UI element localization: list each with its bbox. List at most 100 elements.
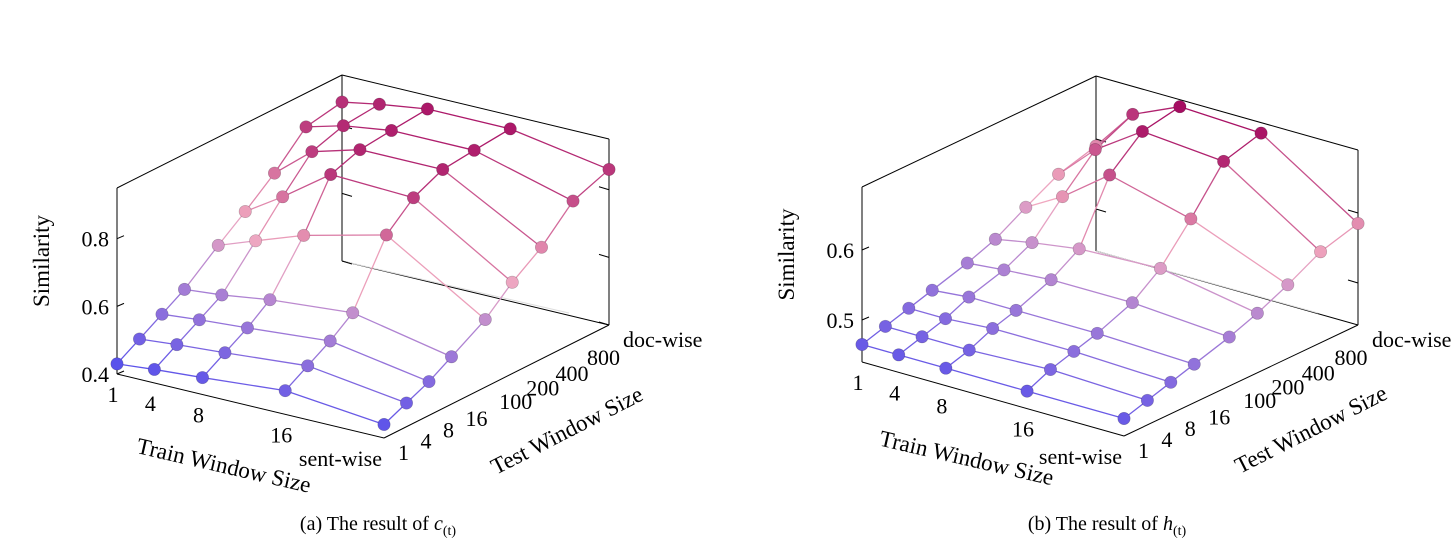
data-point bbox=[249, 235, 261, 247]
data-point bbox=[1103, 169, 1115, 181]
data-point bbox=[423, 375, 435, 387]
z-tick-label: 0.8 bbox=[82, 227, 110, 252]
data-point bbox=[336, 96, 348, 108]
data-point bbox=[1217, 155, 1229, 167]
mesh-line bbox=[353, 313, 452, 357]
test-tick-label: 1 bbox=[398, 440, 409, 465]
data-point bbox=[1126, 296, 1138, 308]
test-tick-label: 16 bbox=[1208, 405, 1230, 430]
mesh-line bbox=[386, 198, 413, 235]
mesh-line bbox=[542, 201, 574, 247]
data-point bbox=[268, 167, 280, 179]
test-tick-label: 400 bbox=[1302, 360, 1335, 385]
mesh-line bbox=[247, 328, 330, 341]
z-tick-label: 0.5 bbox=[827, 308, 855, 333]
mesh-line bbox=[330, 341, 429, 382]
data-point bbox=[963, 291, 975, 303]
mesh-line bbox=[185, 245, 219, 289]
data-point bbox=[1165, 376, 1177, 388]
z-tick-label: 0.6 bbox=[82, 294, 110, 319]
test-tick-label: 4 bbox=[421, 429, 432, 454]
mesh-line bbox=[1321, 224, 1358, 252]
data-point bbox=[989, 233, 1001, 245]
data-point bbox=[1091, 327, 1103, 339]
z-tick-label: 0.6 bbox=[827, 238, 855, 263]
mesh-line bbox=[225, 353, 308, 366]
data-point bbox=[279, 384, 291, 396]
train-tick-label: 4 bbox=[889, 380, 900, 405]
mesh-line bbox=[1016, 280, 1051, 311]
data-point bbox=[535, 241, 547, 253]
data-point bbox=[1282, 279, 1294, 291]
mesh-line bbox=[308, 366, 407, 403]
data-point bbox=[903, 302, 915, 314]
data-point bbox=[506, 276, 518, 288]
data-point bbox=[567, 195, 579, 207]
train-tick-label: 8 bbox=[193, 402, 204, 427]
axis-edge bbox=[117, 374, 384, 438]
data-point bbox=[1255, 127, 1267, 139]
mesh-line bbox=[969, 270, 1004, 297]
data-point bbox=[111, 358, 123, 370]
mesh-line bbox=[1132, 303, 1229, 337]
mesh-line bbox=[993, 328, 1074, 351]
mesh-line bbox=[386, 235, 485, 320]
test-tick-label: 800 bbox=[1335, 345, 1368, 370]
z-tick bbox=[117, 371, 124, 374]
test-tick-label: 200 bbox=[1271, 375, 1304, 400]
mesh-line bbox=[1133, 107, 1180, 115]
data-point bbox=[916, 331, 928, 343]
data-point bbox=[1073, 243, 1085, 255]
data-point bbox=[421, 103, 433, 115]
data-point bbox=[407, 192, 419, 204]
data-point bbox=[300, 121, 312, 133]
mesh-line bbox=[969, 350, 1050, 369]
data-point bbox=[1020, 201, 1032, 213]
data-point bbox=[324, 168, 336, 180]
mesh-line bbox=[1191, 161, 1224, 219]
mesh-line bbox=[413, 198, 512, 283]
data-point bbox=[1188, 358, 1200, 370]
data-point bbox=[216, 289, 228, 301]
data-point bbox=[354, 143, 366, 155]
data-point bbox=[1045, 274, 1057, 286]
mesh-line bbox=[1288, 252, 1321, 285]
z-tick bbox=[1348, 210, 1358, 213]
data-point bbox=[178, 283, 190, 295]
test-tick-label: 800 bbox=[587, 345, 620, 370]
data-point bbox=[1044, 363, 1056, 375]
test-tick-label: 200 bbox=[526, 376, 559, 401]
mesh-line bbox=[922, 337, 969, 350]
data-point bbox=[400, 397, 412, 409]
data-point bbox=[1010, 304, 1022, 316]
mesh-line bbox=[391, 130, 474, 150]
data-point bbox=[347, 307, 359, 319]
data-point bbox=[241, 322, 253, 334]
mesh-line bbox=[285, 391, 384, 425]
data-point bbox=[276, 191, 288, 203]
mesh-line bbox=[256, 235, 304, 240]
mesh-line bbox=[946, 368, 1027, 391]
caption-b: (b) The result of h(t) bbox=[1028, 513, 1187, 539]
data-point bbox=[939, 312, 951, 324]
data-point bbox=[1056, 190, 1068, 202]
test-tick-label: 1 bbox=[1138, 438, 1149, 463]
z-tick bbox=[117, 303, 124, 306]
train-tick-label: 16 bbox=[270, 422, 292, 447]
test-tick-label: doc-wise bbox=[1372, 327, 1451, 352]
mesh-line bbox=[270, 300, 353, 313]
test-tick-label: 400 bbox=[556, 361, 589, 386]
mesh-line bbox=[1032, 243, 1079, 249]
mesh-line bbox=[1097, 303, 1132, 334]
mesh-line bbox=[1051, 280, 1132, 303]
mesh-line bbox=[1016, 310, 1097, 333]
mesh-line bbox=[306, 102, 342, 127]
mesh-line bbox=[331, 175, 414, 198]
mesh-line bbox=[199, 320, 247, 328]
mesh-line bbox=[512, 247, 541, 282]
mesh-line bbox=[304, 175, 331, 236]
data-point bbox=[264, 294, 276, 306]
data-point bbox=[302, 360, 314, 372]
mesh-line bbox=[969, 297, 1016, 310]
